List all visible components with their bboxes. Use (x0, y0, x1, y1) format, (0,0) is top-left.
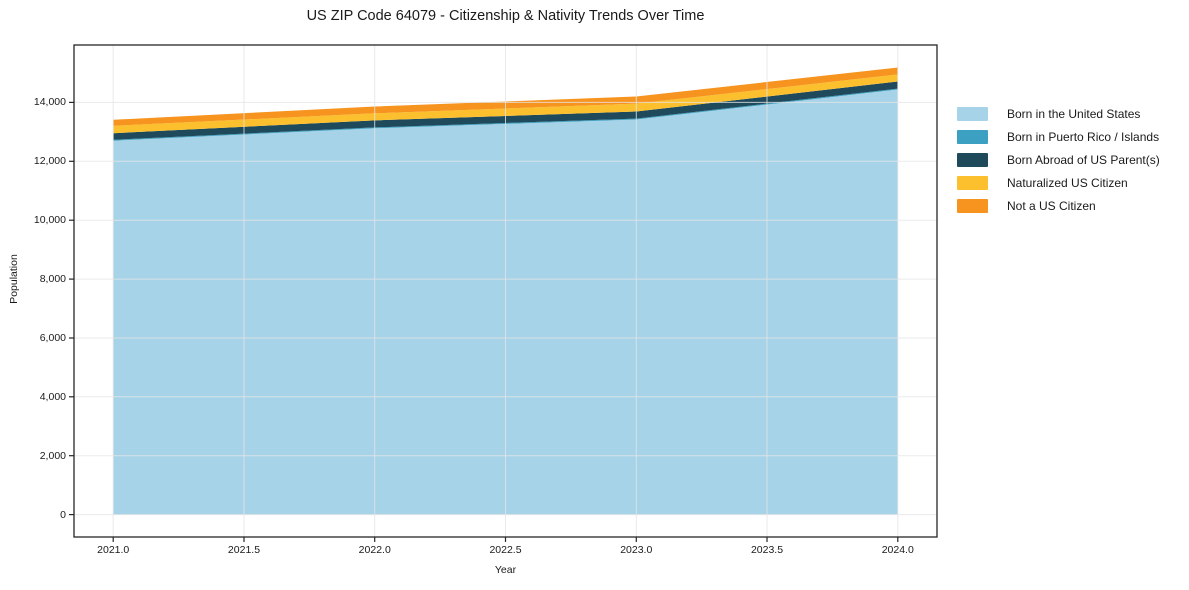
x-tick-label: 2023.5 (750, 544, 784, 556)
legend-label: Born in the United States (1007, 107, 1141, 122)
y-tick-label: 4,000 (39, 390, 66, 403)
legend-label: Not a US Citizen (1007, 198, 1096, 213)
y-tick-label: 0 (60, 508, 66, 521)
legend-swatch-icon (957, 175, 988, 190)
legend-label: Born Abroad of US Parent(s) (1007, 152, 1160, 167)
y-tick-label: 2,000 (39, 449, 66, 462)
y-tick-label: 10,000 (33, 214, 66, 227)
y-tick-label: 12,000 (33, 155, 66, 168)
legend-swatch-icon (957, 152, 988, 167)
x-axis-label: Year (494, 564, 517, 576)
legend-item: Naturalized US Citizen (957, 171, 1160, 194)
legend-item: Born Abroad of US Parent(s) (957, 149, 1160, 172)
legend-swatch-icon (957, 130, 988, 145)
legend-item: Born in Puerto Rico / Islands (957, 126, 1160, 149)
legend-label: Born in Puerto Rico / Islands (1007, 130, 1160, 145)
chart-title: US ZIP Code 64079 - Citizenship & Nativi… (306, 8, 705, 24)
legend-label: Naturalized US Citizen (1007, 175, 1128, 190)
x-tick-label: 2021.5 (227, 544, 261, 556)
legend-swatch-icon (957, 107, 988, 122)
area-series-4 (113, 67, 898, 126)
x-tick-label: 2022.0 (358, 544, 391, 556)
legend-item: Born in the United States (957, 103, 1160, 126)
legend-item: Not a US Citizen (957, 194, 1160, 217)
x-tick-label: 2022.5 (489, 544, 522, 556)
area-series-3 (113, 74, 898, 134)
x-tick-label: 2023.0 (620, 544, 653, 556)
x-tick-label: 2021.0 (97, 544, 130, 556)
y-tick-label: 8,000 (39, 273, 66, 286)
x-tick-label: 2024.0 (881, 544, 914, 556)
legend-swatch-icon (957, 198, 988, 213)
y-tick-label: 6,000 (39, 331, 66, 344)
y-tick-label: 14,000 (33, 96, 66, 109)
legend: Born in the United States Born in Puerto … (957, 103, 1160, 217)
area-series-2 (113, 81, 898, 140)
